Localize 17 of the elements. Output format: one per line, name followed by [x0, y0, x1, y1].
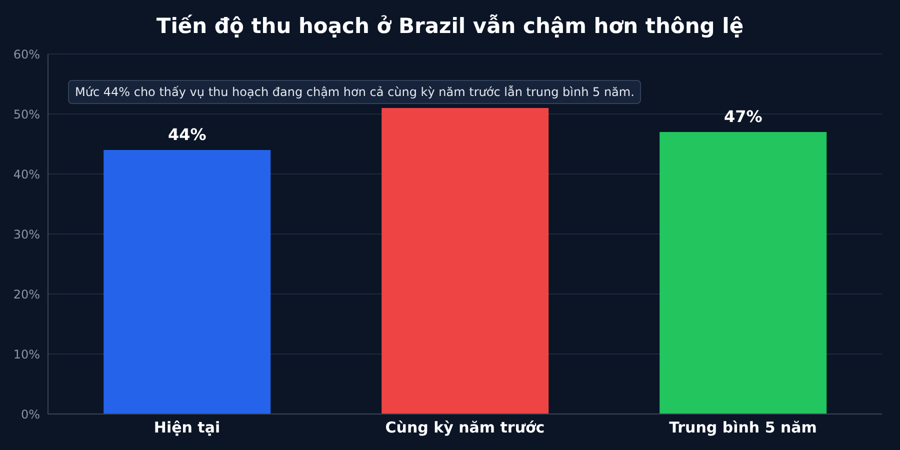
chart-title: Tiến độ thu hoạch ở Brazil vẫn chậm hơn thông lệ	[155, 14, 745, 38]
annotation: Mức 44% cho thấy vụ thu hoạch đang chậm hơn cả cùng kỳ năm trước lẫn trung bình 5 năm.	[68, 80, 642, 104]
bar	[104, 150, 271, 414]
y-tick-label: 20%	[13, 287, 40, 302]
bar	[660, 132, 827, 414]
y-tick-label: 60%	[13, 47, 40, 62]
x-tick-label: Trung bình 5 năm	[669, 418, 817, 437]
x-tick-label: Hiện tại	[154, 418, 220, 437]
y-tick-label: 50%	[13, 107, 40, 122]
data-label: 44%	[168, 125, 206, 144]
data-label: 47%	[724, 107, 762, 126]
y-tick-label: 0%	[20, 407, 40, 422]
y-tick-label: 10%	[13, 347, 40, 362]
bar	[382, 108, 549, 414]
x-tick-label: Cùng kỳ năm trước	[385, 418, 545, 437]
y-tick-label: 30%	[13, 227, 40, 242]
y-tick-label: 40%	[13, 167, 40, 182]
